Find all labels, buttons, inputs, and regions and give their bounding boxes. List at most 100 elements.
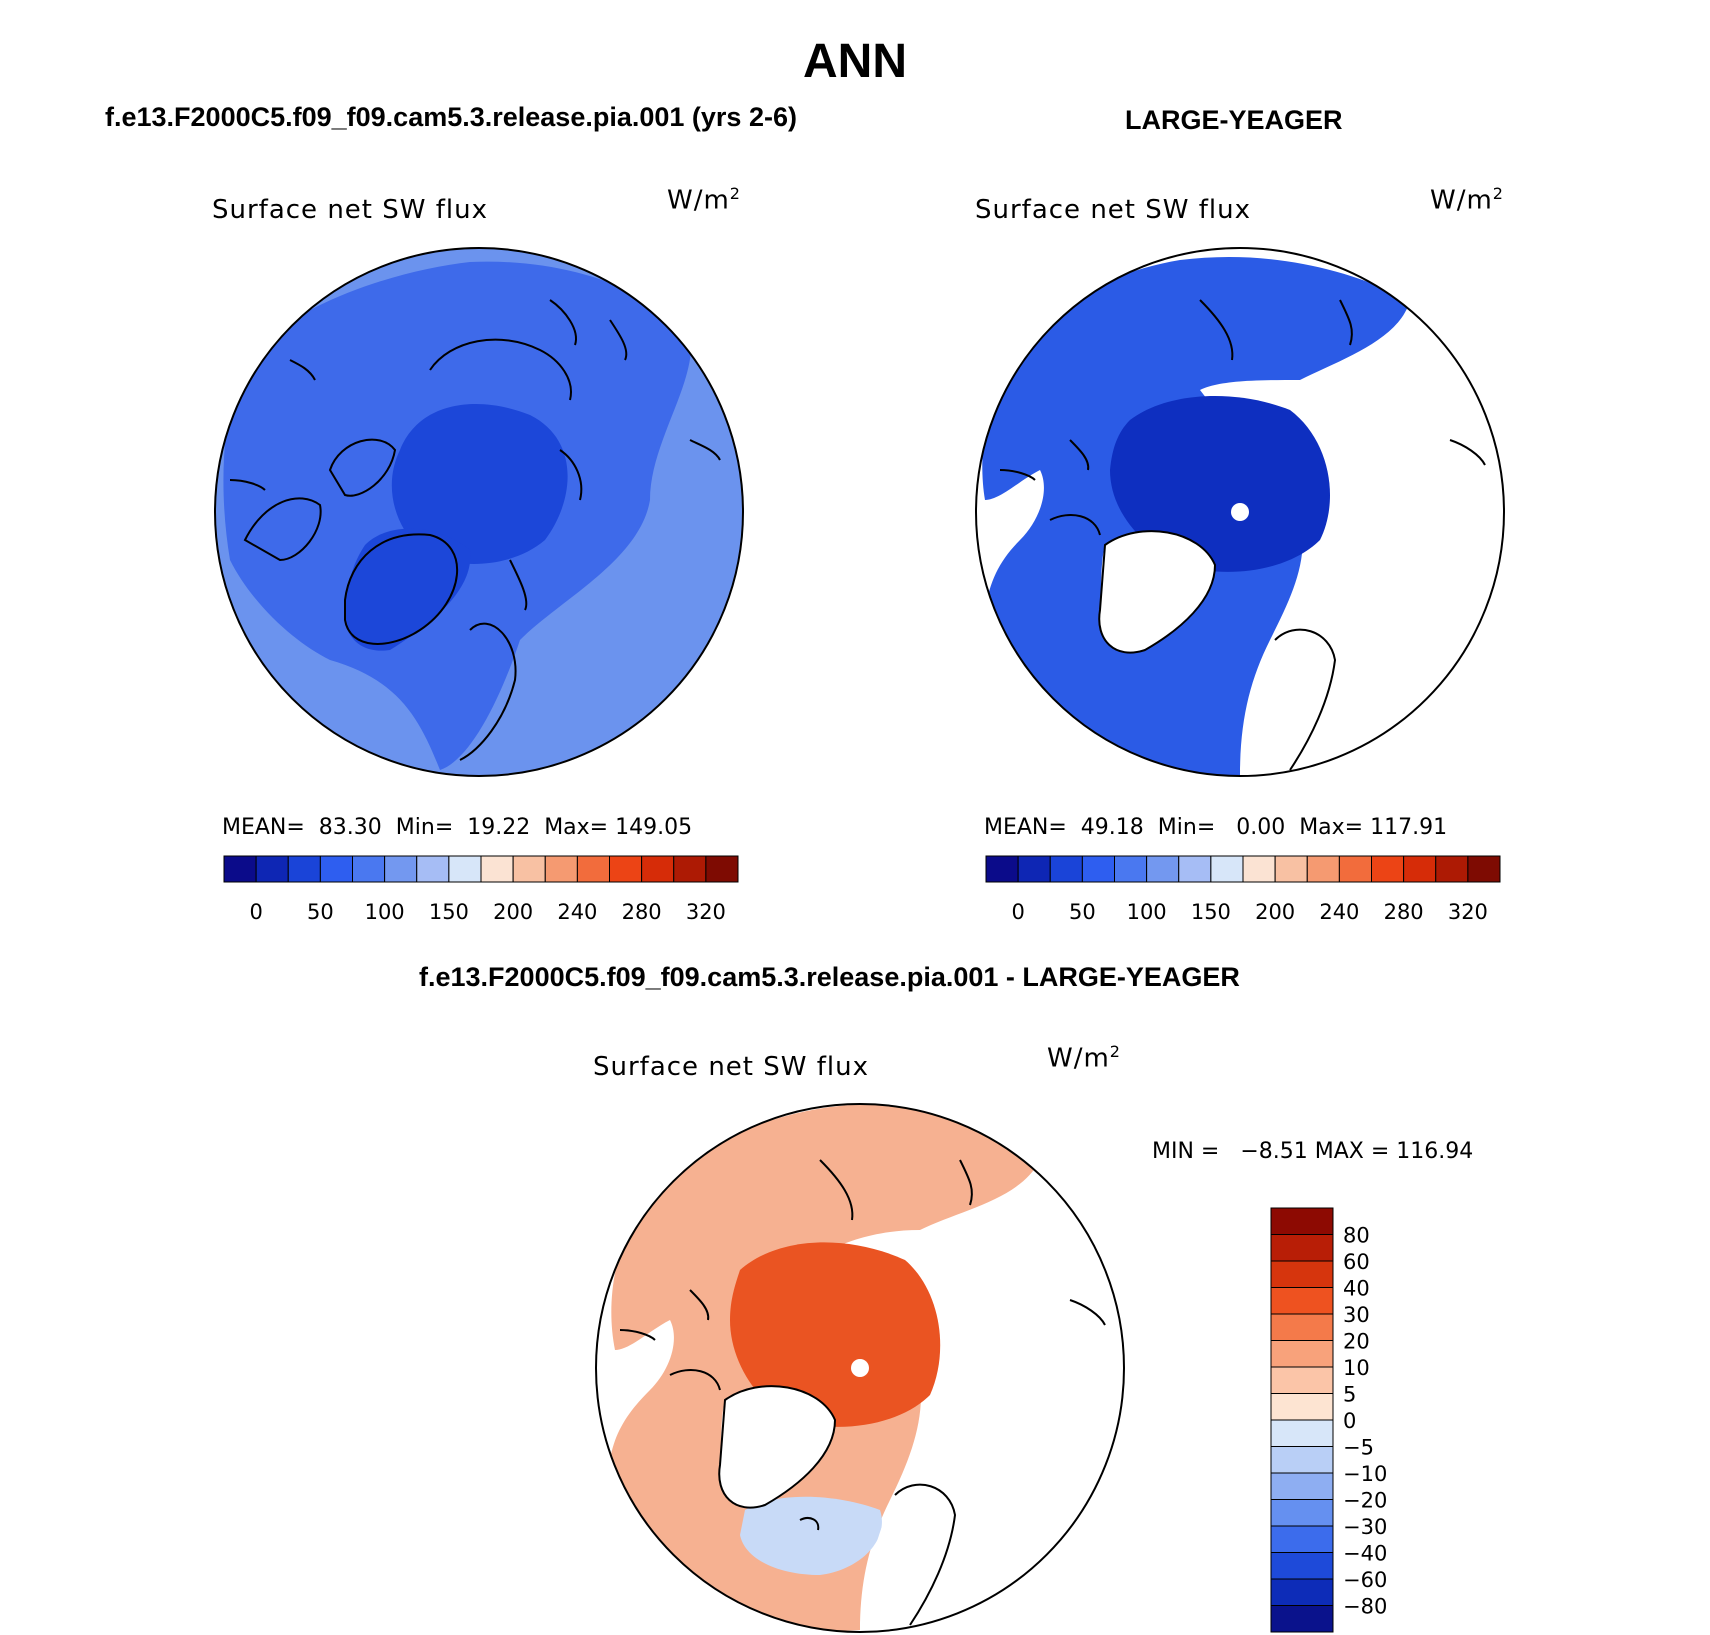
obs-colorbar-label: 50	[1069, 900, 1096, 924]
obs-colorbar-swatch	[1467, 855, 1501, 883]
test-colorbar-swatch	[544, 855, 578, 883]
test-units-label: W/m2	[667, 184, 741, 216]
test-colorbar-label: 200	[493, 900, 533, 924]
test-map-border	[214, 247, 744, 777]
test-colorbar: 0 50 100 150 200 240 280 320	[223, 855, 739, 924]
obs-colorbar-swatch	[1178, 855, 1212, 883]
diff-map-border	[595, 1103, 1125, 1633]
diff-colorbar-label: −10	[1343, 1462, 1387, 1486]
diff-colorbar-swatch	[1270, 1499, 1334, 1527]
obs-colorbar-swatch	[1274, 855, 1308, 883]
diff-colorbar-swatch	[1270, 1313, 1334, 1341]
diff-colorbar-swatch	[1270, 1578, 1334, 1606]
diff-colorbar-label: 30	[1343, 1303, 1370, 1327]
diff-colorbar-label: 5	[1343, 1383, 1356, 1407]
test-variable-label: Surface net SW flux	[212, 195, 488, 225]
diff-case-title: f.e13.F2000C5.f09_f09.cam5.3.release.pia…	[419, 962, 1240, 992]
obs-colorbar-swatch	[1403, 855, 1437, 883]
obs-colorbar-swatch	[1338, 855, 1372, 883]
diff-colorbar-label: −5	[1343, 1436, 1374, 1460]
diff-colorbar-swatch	[1270, 1525, 1334, 1553]
diff-map-negative-anomaly	[740, 1496, 882, 1575]
test-colorbar-label: 50	[307, 900, 334, 924]
obs-map-coastlines	[999, 299, 1486, 771]
units-base: W/m	[667, 185, 730, 216]
obs-colorbar-label: 200	[1255, 900, 1295, 924]
diff-variable-label: Surface net SW flux	[593, 1052, 869, 1082]
diff-colorbar-label: 60	[1343, 1250, 1370, 1274]
diff-colorbar-swatch	[1270, 1446, 1334, 1474]
obs-colorbar-swatch	[1017, 855, 1051, 883]
obs-variable-label: Surface net SW flux	[975, 195, 1251, 225]
diff-units-label: W/m2	[1047, 1042, 1121, 1074]
diff-map-central-arctic	[730, 1242, 941, 1427]
diff-colorbar-swatch	[1270, 1393, 1334, 1421]
test-colorbar-swatch	[448, 855, 482, 883]
obs-colorbar-swatch	[1435, 855, 1469, 883]
obs-colorbar-swatch	[1114, 855, 1148, 883]
test-colorbar-label: 240	[557, 900, 597, 924]
test-colorbar-label: 320	[686, 900, 726, 924]
test-colorbar-swatch	[673, 855, 707, 883]
test-colorbar-label: 100	[365, 900, 405, 924]
units-base: W/m	[1047, 1043, 1110, 1074]
diff-colorbar-swatch	[1270, 1234, 1334, 1262]
diff-colorbar-swatch	[1270, 1287, 1334, 1315]
obs-colorbar-swatch	[1081, 855, 1115, 883]
test-colorbar-swatch	[255, 855, 289, 883]
diff-colorbar-swatch	[1270, 1366, 1334, 1394]
obs-colorbar-swatch	[1242, 855, 1276, 883]
diff-colorbar-label: −30	[1343, 1515, 1387, 1539]
test-colorbar-swatch	[512, 855, 546, 883]
test-stats: MEAN= 83.30 Min= 19.22 Max= 149.05	[222, 815, 693, 840]
diff-colorbar-label: 10	[1343, 1356, 1370, 1380]
test-colorbar-swatch	[641, 855, 675, 883]
diff-map-pole-hole	[851, 1359, 869, 1377]
test-colorbar-swatch	[384, 855, 418, 883]
diff-colorbar-label: −60	[1343, 1568, 1387, 1592]
diff-colorbar-swatch	[1270, 1605, 1334, 1633]
test-map-greenland	[344, 528, 471, 651]
obs-colorbar-swatch	[1306, 855, 1340, 883]
diff-map-coastlines	[619, 1159, 1106, 1626]
diff-map	[596, 1104, 1124, 1632]
obs-map-scandinavia	[1240, 629, 1335, 770]
obs-colorbar-label: 150	[1191, 900, 1231, 924]
diff-colorbar-label: 20	[1343, 1330, 1370, 1354]
obs-colorbar: 0 50 100 150 200 240 280 320	[985, 855, 1501, 924]
units-exponent: 2	[729, 184, 741, 203]
obs-colorbar-label: 100	[1127, 900, 1167, 924]
figure-title: ANN	[803, 35, 907, 88]
units-exponent: 2	[1109, 1042, 1121, 1061]
diff-stats: MIN = −8.51 MAX = 116.94	[1152, 1139, 1474, 1164]
units-exponent: 2	[1492, 184, 1504, 203]
obs-colorbar-swatch	[985, 855, 1019, 883]
obs-map-central-arctic	[1110, 396, 1330, 572]
diff-map-greenland	[719, 1386, 835, 1508]
obs-map-border	[975, 247, 1505, 777]
test-colorbar-swatch	[480, 855, 514, 883]
test-colorbar-swatch	[576, 855, 610, 883]
obs-colorbar-label: 0	[1011, 900, 1024, 924]
diff-colorbar-swatch	[1270, 1552, 1334, 1580]
diff-colorbar-swatch	[1270, 1419, 1334, 1447]
obs-colorbar-swatch	[1210, 855, 1244, 883]
test-map-coastlines	[229, 299, 721, 761]
test-colorbar-label: 0	[249, 900, 262, 924]
test-colorbar-swatch	[705, 855, 739, 883]
obs-colorbar-swatch	[1049, 855, 1083, 883]
obs-colorbar-label: 320	[1448, 900, 1488, 924]
diff-map-scandinavia	[860, 1484, 955, 1625]
obs-units-label: W/m2	[1430, 184, 1504, 216]
diff-colorbar-label: −80	[1343, 1595, 1387, 1619]
diff-colorbar-swatch	[1270, 1260, 1334, 1288]
test-colorbar-swatch	[352, 855, 386, 883]
diff-colorbar-label: 40	[1343, 1277, 1370, 1301]
diff-colorbar-label: −40	[1343, 1542, 1387, 1566]
test-map-central-arctic	[391, 404, 568, 564]
test-colorbar-swatch	[287, 855, 321, 883]
obs-map-greenland	[1099, 531, 1215, 653]
diff-colorbar-swatch	[1270, 1472, 1334, 1500]
